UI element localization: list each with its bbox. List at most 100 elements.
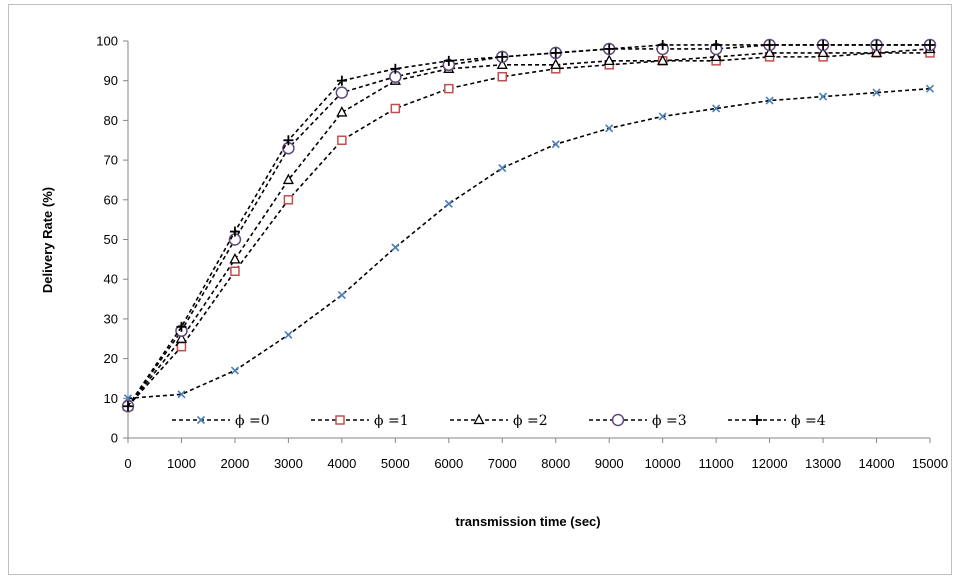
y-tick-label: 90 xyxy=(104,73,118,88)
data-point-2-14 xyxy=(870,46,883,58)
data-point-1-6 xyxy=(444,83,454,94)
axes xyxy=(123,40,931,443)
y-tick-label: 30 xyxy=(104,311,118,326)
data-point-4-3 xyxy=(283,135,294,146)
x-tick-label: 4000 xyxy=(327,456,356,471)
legend-label-0: ϕ =0 xyxy=(235,413,270,429)
x-tick-label: 9000 xyxy=(595,456,624,471)
x-tick-label: 2000 xyxy=(220,456,249,471)
data-point-3-4 xyxy=(335,86,349,99)
series-line-0 xyxy=(127,87,931,400)
data-point-4-2 xyxy=(229,226,240,237)
data-point-4-1 xyxy=(176,321,187,332)
y-tick-label: 60 xyxy=(104,192,118,207)
data-point-2-11 xyxy=(710,50,722,62)
series-2 xyxy=(122,42,936,411)
x-tick-label: 11000 xyxy=(699,456,734,471)
data-point-2-2 xyxy=(229,252,241,264)
y-tick-label: 70 xyxy=(104,153,118,168)
legend-marker-2 xyxy=(473,413,485,425)
legend-item-4: ϕ =4 xyxy=(728,413,826,429)
x-tick-label: 7000 xyxy=(488,456,517,471)
data-point-0-5 xyxy=(391,243,400,252)
y-tick-label: 0 xyxy=(111,431,118,446)
data-point-2-8 xyxy=(550,58,562,69)
data-point-2-7 xyxy=(496,58,508,69)
data-point-4-6 xyxy=(443,55,454,66)
x-tick-label: 10000 xyxy=(645,456,681,471)
x-tick-label: 14000 xyxy=(858,456,894,471)
data-point-0-4 xyxy=(337,291,346,300)
legend-item-3: ϕ =3 xyxy=(589,413,687,429)
data-point-0-6 xyxy=(444,199,453,208)
data-point-0-2 xyxy=(230,366,239,375)
data-point-1-4 xyxy=(337,135,347,145)
data-point-1-3 xyxy=(283,195,294,205)
plot-area xyxy=(121,38,937,413)
series-0 xyxy=(123,84,935,403)
data-point-4-15 xyxy=(925,39,935,50)
data-point-4-9 xyxy=(604,43,615,54)
data-point-4-5 xyxy=(390,63,401,74)
legend-marker-1 xyxy=(335,415,345,425)
legend-item-2: ϕ =2 xyxy=(450,413,548,429)
y-tick-label: 10 xyxy=(104,391,118,406)
x-tick-label: 5000 xyxy=(381,456,410,471)
data-point-0-11 xyxy=(712,104,721,113)
legend-label-3: ϕ =3 xyxy=(652,413,687,429)
x-tick-label: 13000 xyxy=(805,456,841,471)
data-point-4-0 xyxy=(123,401,133,412)
x-tick-label: 6000 xyxy=(434,456,463,471)
y-tick-label: 50 xyxy=(104,232,118,247)
series-3 xyxy=(121,38,937,413)
data-point-0-15 xyxy=(925,84,935,93)
x-tick-label: 0 xyxy=(124,456,131,471)
data-point-0-12 xyxy=(765,96,774,105)
data-point-0-14 xyxy=(872,88,881,97)
data-point-0-9 xyxy=(605,124,614,133)
y-tick-label: 100 xyxy=(96,34,118,49)
data-point-2-13 xyxy=(817,46,829,58)
x-tick-label: 12000 xyxy=(752,456,788,471)
data-point-4-14 xyxy=(871,39,882,50)
series-1 xyxy=(123,48,935,411)
data-point-0-8 xyxy=(551,140,560,149)
data-point-4-13 xyxy=(818,39,829,50)
legend: ϕ =0 ϕ =1 ϕ =2 ϕ =3 ϕ =4 xyxy=(172,413,826,429)
legend-marker-3 xyxy=(611,413,625,427)
data-point-0-3 xyxy=(284,330,293,339)
data-point-4-7 xyxy=(497,51,508,62)
data-point-0-10 xyxy=(658,112,667,121)
data-point-1-2 xyxy=(230,266,240,277)
data-point-4-8 xyxy=(550,47,561,58)
data-point-2-3 xyxy=(282,173,294,185)
data-point-4-10 xyxy=(657,39,668,50)
x-tick-label: 8000 xyxy=(541,456,570,471)
y-tick-label: 20 xyxy=(104,351,118,366)
data-point-1-7 xyxy=(497,71,508,82)
legend-marker-0 xyxy=(196,415,206,425)
data-point-4-11 xyxy=(711,39,722,50)
series-line-3 xyxy=(127,44,930,407)
data-point-0-13 xyxy=(819,92,828,101)
data-point-1-5 xyxy=(390,103,401,114)
x-tick-label: 3000 xyxy=(274,456,303,471)
legend-item-1: ϕ =1 xyxy=(311,413,409,429)
x-tick-label: 15000 xyxy=(912,456,948,471)
legend-item-0: ϕ =0 xyxy=(172,413,270,429)
data-point-2-12 xyxy=(764,46,776,58)
series-line-1 xyxy=(127,52,930,407)
series-line-2 xyxy=(127,48,931,407)
data-point-1-1 xyxy=(176,341,187,352)
data-point-0-1 xyxy=(177,390,186,399)
data-point-2-10 xyxy=(657,54,669,65)
legend-label-4: ϕ =4 xyxy=(791,413,826,429)
x-axis-title: transmission time (sec) xyxy=(455,514,600,529)
data-point-4-4 xyxy=(336,75,347,86)
legend-label-1: ϕ =1 xyxy=(374,413,409,429)
data-point-2-9 xyxy=(603,54,615,65)
y-tick-label: 80 xyxy=(104,113,118,128)
legend-label-2: ϕ =2 xyxy=(513,413,548,429)
